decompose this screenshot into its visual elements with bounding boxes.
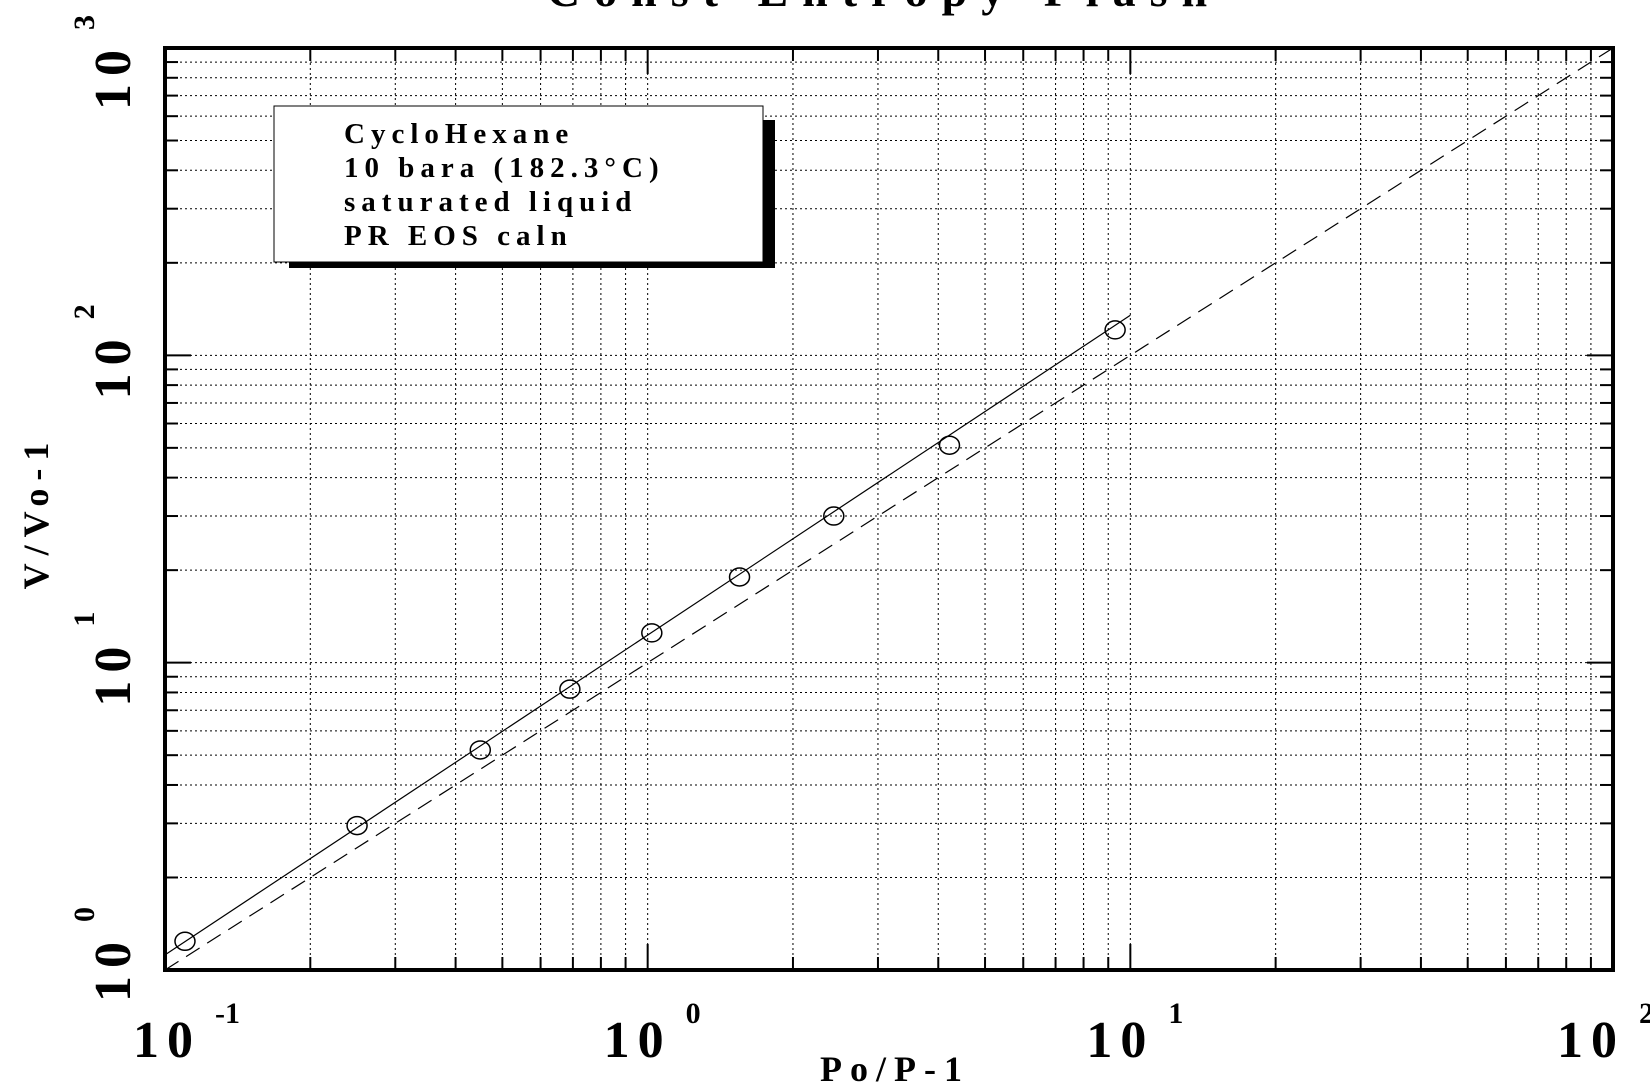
y-tick-label: 10 [85,42,142,110]
y-tick-label-exponent: 1 [68,612,101,627]
annotation-panel [273,105,764,263]
data-point [346,815,368,836]
y-axis-label: V/Vo-1 [16,435,56,590]
annotation-line-4: PR EOS caln [344,220,573,252]
tick-marks [165,48,1613,970]
x-axis-label: Po/P-1 [820,1049,970,1089]
data-point [938,435,961,455]
x-tick-label-exponent: 2 [1639,997,1650,1030]
data-point [823,506,845,526]
y-tick-label-exponent: 2 [68,304,101,319]
y-tick-label: 10 [85,934,142,1002]
annotation-line-3: saturated liquid [344,186,637,218]
x-tick-label: 10 [1557,1012,1625,1069]
x-tick-label: 10 [133,1012,201,1069]
data-point [1104,320,1126,340]
series-group [164,47,1614,971]
chart-title: Const Entropy Flash [547,0,1221,16]
annotation-line-1: CycloHexane [344,118,574,150]
annotation-box: CycloHexane 10 bara (182.3°C) saturated … [273,105,775,268]
annotation-line-2: 10 bara (182.3°C) [344,152,665,184]
tick-labels: 10 -1 10 0 10 1 10 2 10 0 10 1 10 2 10 3 [68,15,1650,1069]
data-point [728,567,751,587]
data-point [559,679,581,699]
x-tick-label: 10 [604,1012,672,1069]
data-point [469,740,492,760]
x-tick-label: 10 [1086,1012,1154,1069]
fit-line [164,314,1131,956]
y-tick-label: 10 [85,639,142,707]
x-tick-label-exponent: -1 [215,997,240,1030]
x-tick-label-exponent: 0 [686,997,701,1030]
x-tick-label-exponent: 1 [1168,997,1183,1030]
y-tick-label-exponent: 0 [68,907,101,922]
y-tick-label-exponent: 3 [68,15,101,30]
data-point [174,931,196,952]
y-tick-label: 10 [85,331,142,399]
dashed-reference-line [164,47,1614,971]
data-point [641,623,663,643]
plot-frame [163,46,1615,972]
